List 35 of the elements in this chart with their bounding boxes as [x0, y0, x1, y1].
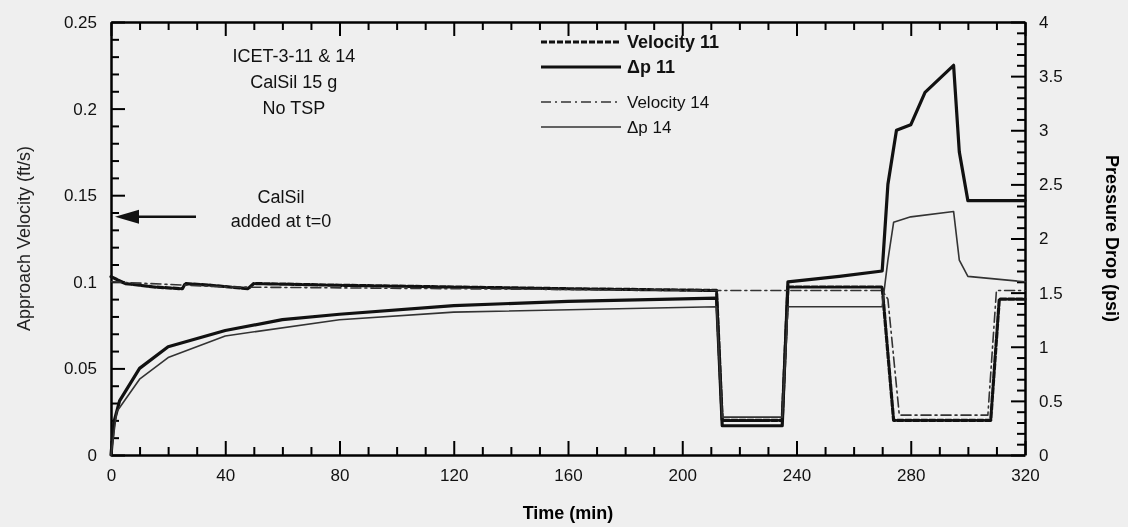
y2-tick-label: 2 — [1039, 229, 1049, 249]
y2-tick-label: 3 — [1039, 121, 1049, 141]
legend-label: Velocity 11 — [627, 32, 720, 52]
legend-label: Velocity 14 — [627, 93, 710, 112]
x-tick-label: 0 — [106, 466, 117, 486]
y2-tick-label: 3.5 — [1039, 67, 1063, 87]
x-tick-label: 320 — [1011, 466, 1040, 486]
y-tick-label: 0 — [87, 445, 97, 465]
x-tick-label: 80 — [330, 466, 350, 486]
x-tick-label: 280 — [897, 466, 926, 486]
annotation: ICET-3-11 & 14 — [232, 46, 356, 66]
annotation: No TSP — [262, 98, 326, 118]
y2-tick-label: 2.5 — [1039, 175, 1063, 195]
legend-label: Δp 11 — [627, 57, 675, 77]
y2-tick-label: 1 — [1039, 337, 1049, 357]
x-axis-title: Time (min) — [522, 503, 614, 523]
y-tick-label: 0.05 — [63, 359, 97, 379]
legend-label: Δp 14 — [627, 118, 672, 137]
annotation: CalSil 15 g — [250, 72, 338, 92]
y2-tick-label: 0.5 — [1039, 391, 1063, 411]
y-axis-title: Approach Velocity (ft/s) — [14, 145, 34, 332]
x-tick-label: 40 — [216, 466, 236, 486]
annotation: CalSil added at t=0 — [230, 186, 332, 231]
x-tick-label: 200 — [668, 466, 697, 486]
y-tick-label: 0.15 — [63, 186, 97, 206]
y2-tick-label: 1.5 — [1039, 283, 1063, 303]
y2-tick-label: 0 — [1039, 445, 1049, 465]
y2-tick-label: 4 — [1039, 12, 1049, 32]
y-tick-label: 0.1 — [73, 272, 97, 292]
x-tick-label: 120 — [440, 466, 469, 486]
y2-axis-title: Pressure Drop (psi) — [1102, 154, 1122, 323]
x-tick-label: 160 — [554, 466, 583, 486]
y-tick-label: 0.25 — [63, 12, 97, 32]
x-tick-label: 240 — [782, 466, 812, 486]
y-tick-label: 0.2 — [73, 99, 97, 119]
